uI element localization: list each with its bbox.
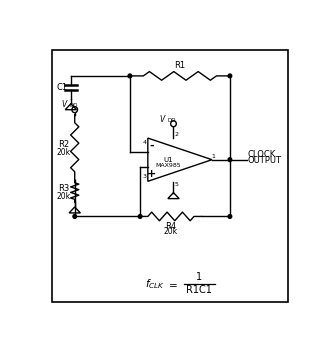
Circle shape [73,214,76,218]
Circle shape [138,214,142,218]
Text: DD: DD [167,118,175,123]
Text: 1: 1 [196,272,202,282]
Circle shape [228,74,232,78]
Text: C1: C1 [56,83,68,92]
Text: 2: 2 [174,132,178,137]
Text: U1: U1 [164,157,173,163]
Text: $V$: $V$ [159,113,166,124]
Circle shape [128,74,132,78]
Text: $V$: $V$ [61,98,69,109]
Text: $=$: $=$ [166,279,178,289]
Text: 20k: 20k [57,148,71,157]
Text: -: - [149,141,154,151]
Text: R3: R3 [58,184,70,193]
Text: OUTPUT: OUTPUT [248,156,282,165]
Text: $f_{CLK}$: $f_{CLK}$ [145,277,165,291]
Text: 3: 3 [143,174,147,179]
Text: 4: 4 [143,140,147,145]
FancyBboxPatch shape [52,50,288,302]
Text: CLOCK: CLOCK [248,150,276,159]
Circle shape [228,214,232,218]
Text: DD: DD [70,103,78,108]
Text: 20k: 20k [57,192,71,201]
Text: 5: 5 [175,182,178,187]
Text: R4: R4 [166,223,176,231]
Text: R1: R1 [174,61,185,70]
Text: R1C1: R1C1 [186,285,212,295]
Text: 20k: 20k [164,227,178,236]
Text: MAX985: MAX985 [156,163,181,168]
Circle shape [228,158,232,161]
Text: 1: 1 [212,154,216,159]
Text: R2: R2 [58,140,70,149]
Text: +: + [147,169,156,179]
